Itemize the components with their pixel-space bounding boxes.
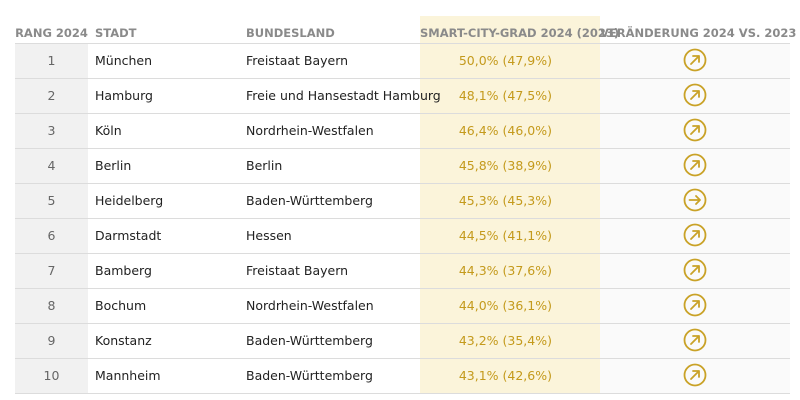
row-separator <box>15 218 790 219</box>
rank-cell: 4 <box>47 158 56 173</box>
row-separator <box>15 148 790 149</box>
rank-cell: 3 <box>47 123 56 138</box>
city-cell: Bamberg <box>95 263 152 278</box>
trend-up-icon <box>683 48 707 72</box>
score-cell: 45,8% (38,9%) <box>458 158 552 173</box>
rank-cell: 1 <box>47 53 56 68</box>
rank-cell: 7 <box>47 263 56 278</box>
city-cell: Bochum <box>95 298 147 313</box>
state-cell: Baden-Württemberg <box>246 368 373 383</box>
trend-up-icon <box>683 293 707 317</box>
trend-up-icon <box>683 118 707 142</box>
score-cell: 48,1% (47,5%) <box>458 88 552 103</box>
city-cell: Berlin <box>95 158 132 173</box>
state-cell: Hessen <box>246 228 292 243</box>
state-cell: Freie und Hansestadt Hamburg <box>246 88 441 103</box>
state-cell: Nordrhein-Westfalen <box>246 123 374 138</box>
column-header: VERÄNDERUNG 2024 VS. 2023 <box>600 26 797 40</box>
column-header: STADT <box>95 26 137 40</box>
row-separator <box>15 393 790 394</box>
state-cell: Freistaat Bayern <box>246 53 349 68</box>
row-separator <box>15 288 790 289</box>
row-separator <box>15 323 790 324</box>
state-cell: Freistaat Bayern <box>246 263 349 278</box>
rank-cell: 8 <box>47 298 56 313</box>
city-cell: Hamburg <box>95 88 153 103</box>
score-cell: 50,0% (47,9%) <box>458 53 552 68</box>
city-cell: Mannheim <box>95 368 161 383</box>
rank-cell: 5 <box>47 193 56 208</box>
city-cell: Darmstadt <box>95 228 162 243</box>
score-cell: 45,3% (45,3%) <box>458 193 552 208</box>
city-cell: Konstanz <box>95 333 152 348</box>
state-cell: Baden-Württemberg <box>246 333 373 348</box>
rank-cell: 10 <box>43 368 60 383</box>
row-separator <box>15 78 790 79</box>
score-cell: 46,4% (46,0%) <box>458 123 552 138</box>
trend-up-icon <box>683 258 707 282</box>
score-cell: 44,0% (36,1%) <box>458 298 552 313</box>
score-cell: 43,2% (35,4%) <box>458 333 552 348</box>
state-cell: Baden-Württemberg <box>246 193 373 208</box>
trend-up-icon <box>683 363 707 387</box>
trend-up-icon <box>683 223 707 247</box>
city-cell: Heidelberg <box>95 193 164 208</box>
trend-up-icon <box>683 153 707 177</box>
trend-up-icon <box>683 328 707 352</box>
row-separator <box>15 253 790 254</box>
rank-cell: 6 <box>47 228 56 243</box>
trend-up-icon <box>683 83 707 107</box>
state-cell: Berlin <box>246 158 283 173</box>
trend-flat-icon <box>683 188 707 212</box>
column-header: BUNDESLAND <box>246 26 335 40</box>
score-cell: 43,1% (42,6%) <box>458 368 552 383</box>
row-separator <box>15 113 790 114</box>
rank-cell: 2 <box>47 88 56 103</box>
score-cell: 44,3% (37,6%) <box>458 263 552 278</box>
city-cell: Köln <box>95 123 122 138</box>
city-cell: München <box>95 53 153 68</box>
row-separator <box>15 43 790 44</box>
row-separator <box>15 183 790 184</box>
state-cell: Nordrhein-Westfalen <box>246 298 374 313</box>
rank-cell: 9 <box>47 333 56 348</box>
score-cell: 44,5% (41,1%) <box>458 228 552 243</box>
row-separator <box>15 358 790 359</box>
column-header: RANG 2024 <box>15 26 88 40</box>
column-header: SMART-CITY-GRAD 2024 (2023) <box>420 26 620 40</box>
